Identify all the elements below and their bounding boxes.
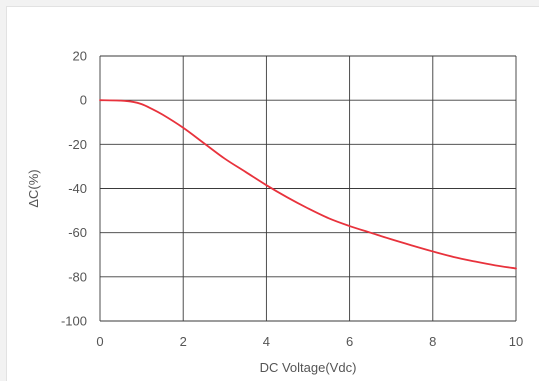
series-line	[99, 99, 517, 270]
x-tick-label: 8	[429, 334, 436, 349]
y-tick-label: -80	[68, 269, 87, 284]
grid	[99, 55, 517, 322]
x-tick-label: 2	[180, 334, 187, 349]
series-group	[99, 99, 517, 270]
x-tick-label: 0	[96, 334, 103, 349]
y-tick-labels: 20 0 -20 -40 -60 -80 -100	[61, 49, 87, 329]
x-tick-label: 10	[509, 334, 523, 349]
x-tick-labels: 0 2 4 6 8 10	[96, 334, 523, 349]
y-tick-label: 20	[73, 49, 87, 64]
x-tick-label: 4	[263, 334, 270, 349]
y-tick-label: -20	[68, 137, 87, 152]
chart-panel	[6, 6, 539, 381]
y-tick-label: -60	[68, 225, 87, 240]
y-axis-label: ΔC(%)	[26, 169, 41, 207]
x-tick-label: 6	[346, 334, 353, 349]
y-tick-label: -40	[68, 181, 87, 196]
x-axis-label: DC Voltage(Vdc)	[260, 360, 357, 375]
y-tick-label: -100	[61, 314, 87, 329]
y-tick-label: 0	[80, 93, 87, 108]
